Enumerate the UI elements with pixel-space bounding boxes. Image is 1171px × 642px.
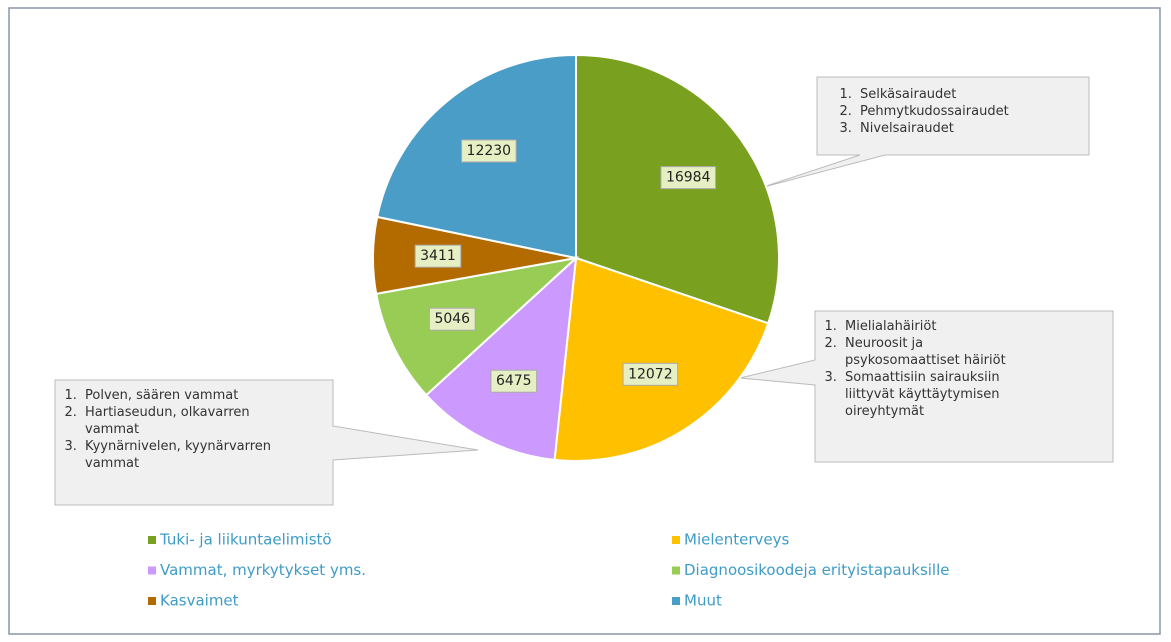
pie-slice: [553, 256, 770, 462]
legend-label: Mielenterveys: [684, 531, 790, 549]
callout: Polven, säären vammatHartiaseudun, olkav…: [55, 387, 275, 472]
data-label: 12230: [467, 143, 512, 159]
callout-box: [739, 310, 1114, 463]
callout-item: Pehmytkudossairaudet: [856, 103, 1050, 120]
callout-item: Polven, säären vammat: [81, 387, 275, 404]
legend-swatch: [148, 566, 156, 575]
data-label-box: [660, 166, 717, 190]
callout-item: Kyynärnivelen, kyynärvarren vammat: [81, 438, 275, 472]
data-label-box: [490, 369, 538, 393]
data-label-box: [461, 139, 517, 163]
callout-list: Polven, säären vammatHartiaseudun, olkav…: [55, 387, 275, 472]
legend-label: Vammat, myrkytykset yms.: [160, 561, 366, 579]
legend-swatch: [672, 566, 680, 575]
callout-item: Somaattisiin sairauksiin liittyvät käytt…: [841, 369, 1035, 420]
data-label-box: [414, 244, 462, 268]
legend-label: Diagnoosikoodeja erityistapauksille: [684, 561, 950, 579]
callout-item: Selkäsairaudet: [856, 86, 1050, 103]
callout: SelkäsairaudetPehmytkudossairaudetNivels…: [830, 86, 1050, 137]
data-label-box: [428, 307, 476, 331]
legend-label: Tuki- ja liikuntaelimistö: [159, 531, 332, 549]
pie-slice: [575, 53, 780, 325]
legend-swatch: [148, 536, 156, 544]
data-label: 12072: [628, 366, 673, 382]
callout-item: Mielialahäiriöt: [841, 318, 1035, 335]
legend-swatch: [148, 597, 156, 605]
callout-item: Nivelsairaudet: [856, 120, 1050, 137]
data-label: 3411: [420, 248, 456, 264]
callout-item: Hartiaseudun, olkavarren vammat: [81, 404, 275, 438]
data-label: 16984: [666, 170, 711, 186]
callout-box: [759, 76, 1090, 189]
legend-label: Muut: [684, 592, 722, 610]
pie-slice: [375, 256, 580, 397]
pie-slice: [424, 255, 578, 461]
legend-swatch: [672, 597, 680, 605]
callout: MielialahäiriötNeuroosit ja psykosomaatt…: [815, 318, 1035, 420]
data-label: 5046: [434, 311, 470, 327]
callout-list: MielialahäiriötNeuroosit ja psykosomaatt…: [815, 318, 1035, 420]
legend-label: Kasvaimet: [160, 592, 239, 610]
callout-list: SelkäsairaudetPehmytkudossairaudetNivels…: [830, 86, 1050, 137]
legend-swatch: [672, 536, 680, 544]
callout-box: [54, 379, 479, 506]
data-label: 6475: [496, 373, 532, 389]
callout-item: Neuroosit ja psykosomaattiset häiriöt: [841, 335, 1035, 369]
data-label-box: [622, 362, 679, 386]
